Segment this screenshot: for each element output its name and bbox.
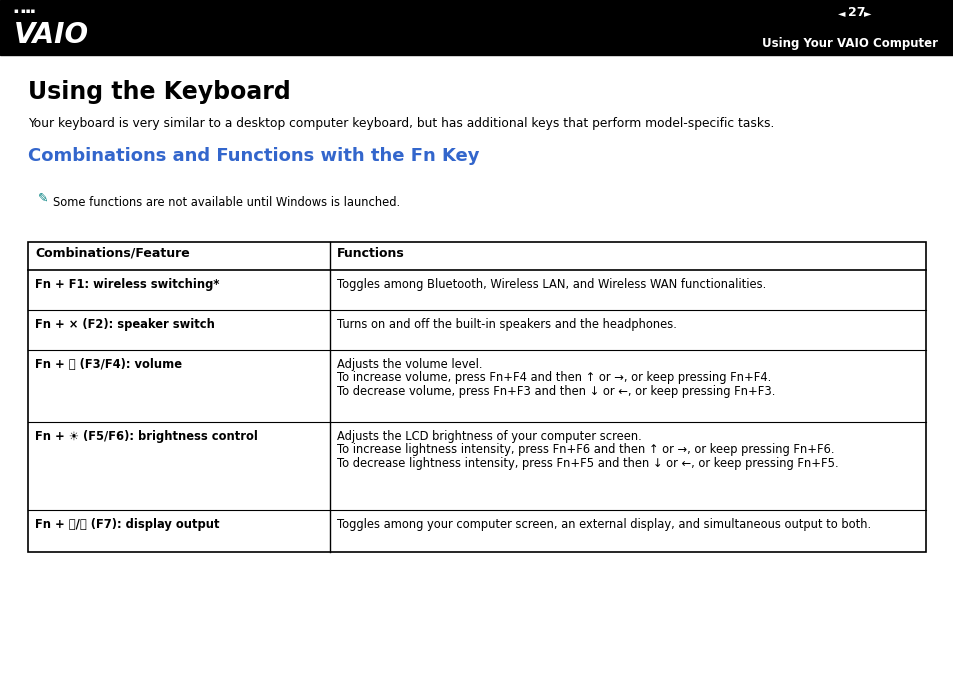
Text: Turns on and off the built-in speakers and the headphones.: Turns on and off the built-in speakers a… xyxy=(336,318,677,331)
Text: VAIO: VAIO xyxy=(14,21,89,49)
Text: To increase lightness intensity, press Fn+F6 and then ↑ or →, or keep pressing F: To increase lightness intensity, press F… xyxy=(336,443,834,456)
Text: Toggles among your computer screen, an external display, and simultaneous output: Toggles among your computer screen, an e… xyxy=(336,518,870,531)
Text: Combinations/Feature: Combinations/Feature xyxy=(35,247,190,260)
Text: To decrease volume, press Fn+F3 and then ↓ or ←, or keep pressing Fn+F3.: To decrease volume, press Fn+F3 and then… xyxy=(336,385,775,398)
Text: Using the Keyboard: Using the Keyboard xyxy=(28,80,291,104)
Text: Fn + ⌕ (F3/F4): volume: Fn + ⌕ (F3/F4): volume xyxy=(35,358,182,371)
Text: Adjusts the volume level.: Adjusts the volume level. xyxy=(336,358,482,371)
Text: ◄: ◄ xyxy=(837,8,844,18)
Text: Your keyboard is very similar to a desktop computer keyboard, but has additional: Your keyboard is very similar to a deskt… xyxy=(28,117,774,130)
Text: Fn + ☀ (F5/F6): brightness control: Fn + ☀ (F5/F6): brightness control xyxy=(35,430,257,443)
Bar xyxy=(0,0,953,55)
Text: Fn + F1: wireless switching*: Fn + F1: wireless switching* xyxy=(35,278,219,291)
Text: Using Your VAIO Computer: Using Your VAIO Computer xyxy=(761,36,937,49)
Text: Fn + × (F2): speaker switch: Fn + × (F2): speaker switch xyxy=(35,318,214,331)
Text: Fn + ⎗/⎘ (F7): display output: Fn + ⎗/⎘ (F7): display output xyxy=(35,518,219,531)
Text: To decrease lightness intensity, press Fn+F5 and then ↓ or ←, or keep pressing F: To decrease lightness intensity, press F… xyxy=(336,457,838,470)
Text: ▪ ▪▪▪: ▪ ▪▪▪ xyxy=(14,8,35,14)
Text: ►: ► xyxy=(863,8,871,18)
Text: Some functions are not available until Windows is launched.: Some functions are not available until W… xyxy=(53,196,399,209)
Text: 27: 27 xyxy=(847,7,864,20)
Text: ✎: ✎ xyxy=(38,192,49,205)
Text: Functions: Functions xyxy=(336,247,404,260)
Text: Adjusts the LCD brightness of your computer screen.: Adjusts the LCD brightness of your compu… xyxy=(336,430,641,443)
Text: Toggles among Bluetooth, Wireless LAN, and Wireless WAN functionalities.: Toggles among Bluetooth, Wireless LAN, a… xyxy=(336,278,765,291)
Text: Combinations and Functions with the Fn Key: Combinations and Functions with the Fn K… xyxy=(28,147,479,165)
Bar xyxy=(28,242,925,552)
Text: To increase volume, press Fn+F4 and then ↑ or →, or keep pressing Fn+F4.: To increase volume, press Fn+F4 and then… xyxy=(336,371,770,384)
